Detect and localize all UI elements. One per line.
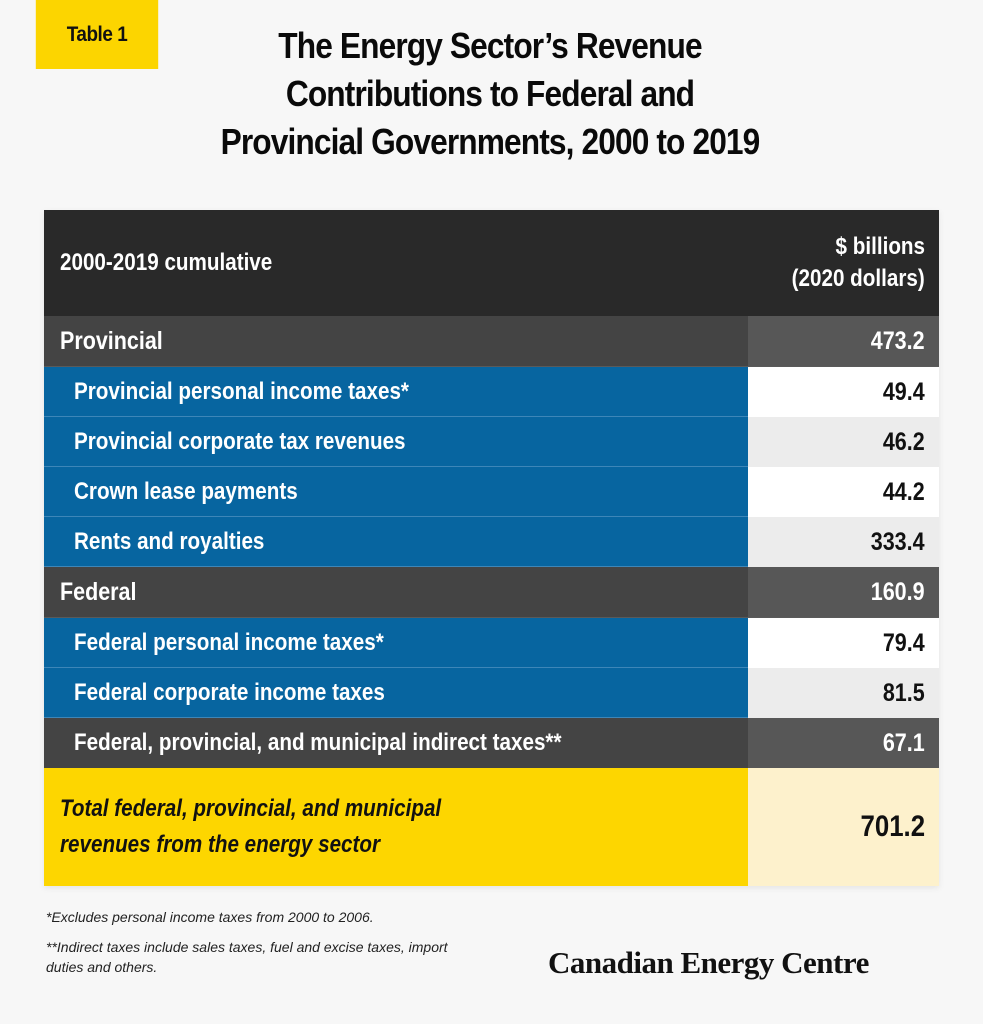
table-row-indirect-taxes: Federal, provincial, and municipal indir… — [44, 718, 939, 768]
row-value: 333.4 — [871, 527, 925, 556]
title-line: Contributions to Federal and — [285, 73, 695, 114]
row-label: Provincial — [60, 326, 163, 355]
table-row-total: Total federal, provincial, and municipal… — [44, 768, 939, 886]
header-unit-line2: (2020 dollars) — [791, 265, 925, 292]
row-value: 160.9 — [871, 577, 925, 606]
table-number-tag: Table 1 — [35, 0, 159, 69]
table-row: Provincial personal income taxes* 49.4 — [44, 367, 939, 417]
row-label: Federal — [60, 577, 137, 606]
total-label-line2: revenues from the energy sector — [60, 831, 381, 858]
row-label: Federal corporate income taxes — [74, 678, 385, 706]
table-row-provincial: Provincial 473.2 — [44, 316, 939, 367]
header-unit-line1: $ billions — [835, 233, 925, 260]
row-value: 79.4 — [883, 628, 925, 657]
footnote-1: *Excludes personal income taxes from 200… — [46, 909, 374, 925]
header-value: $ billions (2020 dollars) — [748, 210, 939, 316]
table-row: Federal personal income taxes* 79.4 — [44, 618, 939, 668]
row-value: 81.5 — [883, 678, 925, 707]
row-value: 44.2 — [883, 477, 925, 506]
revenue-table: 2000-2019 cumulative $ billions (2020 do… — [44, 210, 939, 886]
title-line: Provincial Governments, 2000 to 2019 — [220, 121, 761, 162]
table-row: Rents and royalties 333.4 — [44, 517, 939, 567]
row-label: Federal, provincial, and municipal indir… — [74, 729, 562, 756]
row-value: 46.2 — [883, 427, 925, 456]
footnote-2: **Indirect taxes include sales taxes, fu… — [46, 939, 448, 975]
row-label: Crown lease payments — [74, 477, 298, 505]
table-row: Crown lease payments 44.2 — [44, 467, 939, 517]
total-label-line1: Total federal, provincial, and municipal — [60, 795, 442, 822]
table-row: Provincial corporate tax revenues 46.2 — [44, 417, 939, 467]
brand-logo: Canadian Energy Centre — [548, 945, 869, 980]
table-header-row: 2000-2019 cumulative $ billions (2020 do… — [44, 210, 939, 316]
page-title: The Energy Sector’s Revenue Contribution… — [191, 22, 789, 166]
row-label: Federal personal income taxes* — [74, 628, 384, 656]
row-label: Rents and royalties — [74, 527, 265, 555]
table-row: Federal corporate income taxes 81.5 — [44, 668, 939, 718]
row-value: 49.4 — [883, 377, 925, 406]
row-value: 67.1 — [883, 728, 925, 757]
row-value: 473.2 — [871, 326, 925, 355]
header-label: 2000-2019 cumulative — [44, 210, 748, 316]
header-label-text: 2000-2019 cumulative — [60, 249, 273, 276]
table-row-federal: Federal 160.9 — [44, 567, 939, 618]
row-label: Provincial corporate tax revenues — [74, 427, 406, 455]
total-value: 701.2 — [860, 810, 925, 843]
row-label: Provincial personal income taxes* — [74, 377, 409, 405]
title-line: The Energy Sector’s Revenue — [278, 25, 702, 66]
